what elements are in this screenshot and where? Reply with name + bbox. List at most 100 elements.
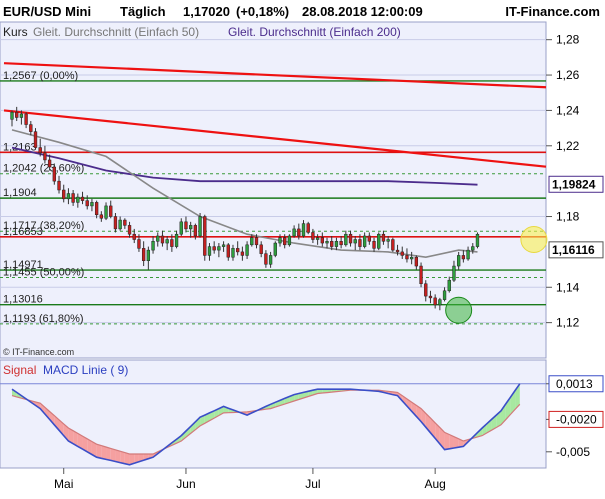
candle-body bbox=[203, 217, 206, 256]
legend-sma200: Gleit. Durchschnitt (Einfach 200) bbox=[228, 25, 401, 39]
candle-body bbox=[138, 240, 141, 249]
candle-body bbox=[213, 247, 216, 251]
candle-body bbox=[100, 215, 103, 219]
legend-sma50: Gleit. Durchschnitt (Einfach 50) bbox=[33, 25, 199, 39]
candle-body bbox=[76, 197, 79, 202]
candle-body bbox=[147, 250, 150, 261]
candle-body bbox=[44, 153, 47, 160]
candle-body bbox=[467, 250, 470, 259]
candle-body bbox=[335, 241, 338, 246]
x-tick-label: Mai bbox=[54, 477, 73, 491]
macd-y-axis: 0,0013-0,0020-0,005 bbox=[546, 376, 603, 459]
yellow-highlight-circle bbox=[521, 227, 547, 253]
candle-body bbox=[453, 266, 456, 280]
candle-body bbox=[255, 238, 258, 245]
green-highlight-circle bbox=[446, 297, 472, 323]
candle-body bbox=[410, 257, 413, 259]
level-label: 1,2567 (0,00%) bbox=[3, 70, 78, 82]
price-y-tick-label: 1,26 bbox=[556, 68, 580, 82]
price-marker-label: 1,19824 bbox=[552, 177, 596, 191]
candle-body bbox=[114, 217, 117, 229]
price-y-tick-label: 1,24 bbox=[556, 103, 580, 117]
candle-body bbox=[161, 236, 164, 243]
candle-body bbox=[123, 220, 126, 225]
candle-body bbox=[156, 236, 159, 241]
candle-body bbox=[415, 257, 418, 266]
candle-body bbox=[133, 234, 136, 239]
legend-kurs: Kurs bbox=[3, 25, 28, 39]
candle-body bbox=[72, 194, 75, 203]
candle-body bbox=[359, 240, 362, 247]
candle-body bbox=[67, 194, 70, 199]
candle-body bbox=[180, 222, 183, 234]
candle-body bbox=[312, 232, 315, 239]
macd-signal-fill bbox=[101, 446, 106, 460]
candle-body bbox=[48, 160, 51, 167]
candle-body bbox=[217, 247, 220, 251]
candle-body bbox=[199, 217, 202, 236]
candle-body bbox=[424, 284, 427, 296]
candle-body bbox=[25, 114, 28, 125]
candle-body bbox=[457, 255, 460, 266]
macd-signal-fill bbox=[106, 447, 111, 460]
candle-body bbox=[58, 181, 61, 190]
candle-body bbox=[189, 225, 192, 229]
candle-body bbox=[438, 300, 441, 305]
candle-body bbox=[39, 148, 42, 153]
candle-body bbox=[297, 229, 300, 236]
candle-body bbox=[476, 234, 479, 246]
candle-body bbox=[236, 248, 239, 252]
macd-signal-fill bbox=[120, 451, 125, 463]
candle-body bbox=[166, 240, 169, 244]
price-y-tick-label: 1,12 bbox=[556, 316, 580, 330]
candle-body bbox=[194, 225, 197, 236]
macd-legend-line: MACD Linie ( 9) bbox=[43, 363, 128, 377]
candle-body bbox=[288, 236, 291, 245]
candle-body bbox=[142, 248, 145, 260]
candle-body bbox=[354, 240, 357, 244]
candle-body bbox=[250, 238, 253, 245]
candle-body bbox=[20, 114, 23, 118]
candle-body bbox=[434, 298, 437, 305]
candle-body bbox=[368, 236, 371, 241]
x-tick-label: Jun bbox=[176, 477, 195, 491]
candle-body bbox=[175, 234, 178, 246]
candle-body bbox=[429, 296, 432, 298]
level-label: 1,13016 bbox=[3, 294, 43, 306]
candle-body bbox=[119, 220, 122, 229]
candle-body bbox=[377, 234, 380, 248]
candle-body bbox=[29, 125, 32, 132]
level-label: 1,1904 bbox=[3, 187, 37, 199]
candle-body bbox=[152, 241, 155, 250]
candle-body bbox=[53, 167, 56, 181]
candle-body bbox=[302, 224, 305, 236]
candle-body bbox=[170, 240, 173, 247]
candle-body bbox=[420, 266, 423, 284]
price-y-axis: 1,281,261,241,221,181,141,121,198241,161… bbox=[546, 33, 603, 330]
level-label: 1,16853 bbox=[3, 226, 43, 238]
candle-body bbox=[222, 245, 225, 247]
candle-body bbox=[260, 245, 263, 254]
candle-body bbox=[391, 240, 394, 251]
price-y-tick-label: 1,22 bbox=[556, 139, 580, 153]
candle-body bbox=[293, 229, 296, 236]
header-brand: IT-Finance.com bbox=[505, 4, 600, 19]
price-y-tick-label: 1,14 bbox=[556, 280, 580, 294]
candle-body bbox=[406, 255, 409, 259]
macd-signal-fill bbox=[115, 450, 120, 463]
candle-body bbox=[471, 247, 474, 251]
candle-body bbox=[363, 236, 366, 247]
candle-body bbox=[208, 247, 211, 256]
price-y-tick-label: 1,28 bbox=[556, 33, 580, 47]
watermark: © IT-Finance.com bbox=[3, 347, 74, 357]
price-marker-label: 1,16116 bbox=[552, 243, 595, 257]
header-price: 1,17020 bbox=[183, 4, 230, 19]
macd-y-tick-label: -0,0020 bbox=[556, 412, 597, 426]
candle-body bbox=[11, 112, 14, 119]
candle-body bbox=[15, 112, 18, 117]
candle-body bbox=[401, 252, 404, 256]
candle-body bbox=[349, 234, 352, 243]
